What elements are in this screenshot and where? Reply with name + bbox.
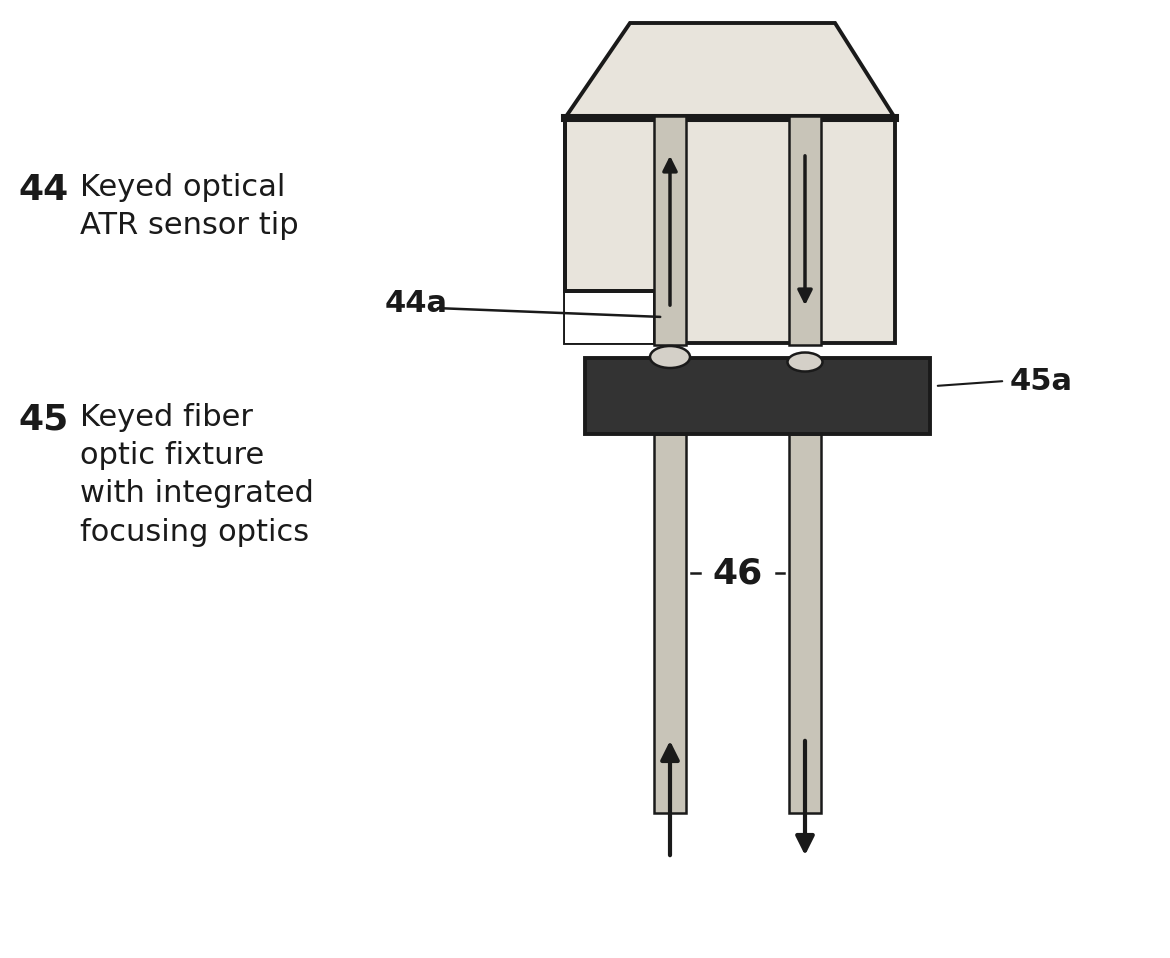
Polygon shape [565,23,895,118]
Bar [654,434,686,813]
Bar [654,116,686,345]
Text: Keyed optical
ATR sensor tip: Keyed optical ATR sensor tip [80,173,298,240]
Bar [585,358,930,434]
Text: 45: 45 [18,403,68,437]
Bar [789,116,821,345]
Bar [789,434,821,813]
Text: Keyed fiber
optic fixture
with integrated
focusing optics: Keyed fiber optic fixture with integrate… [80,403,314,547]
Bar [565,291,655,343]
Ellipse shape [651,346,690,368]
Text: 46: 46 [713,556,763,590]
Bar [565,118,895,343]
Text: 44: 44 [18,173,68,207]
Text: 44a: 44a [385,288,448,317]
Ellipse shape [787,353,823,372]
Text: 45a: 45a [1010,367,1073,396]
